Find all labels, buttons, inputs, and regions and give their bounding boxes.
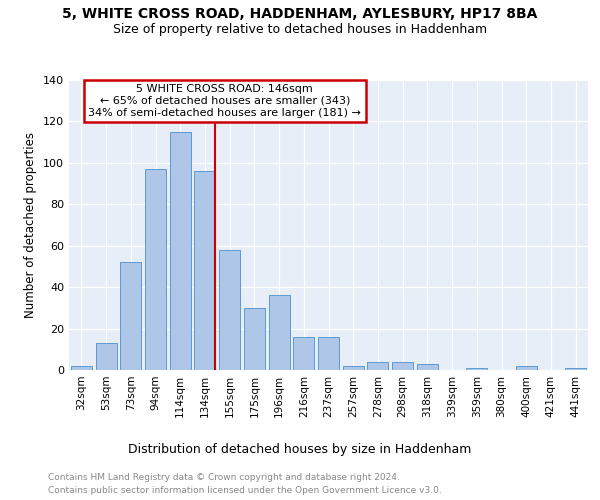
Bar: [170, 132, 191, 370]
Text: Contains public sector information licensed under the Open Government Licence v3: Contains public sector information licen…: [48, 486, 442, 495]
Bar: [466, 368, 487, 370]
Bar: [516, 366, 537, 370]
Bar: [417, 364, 438, 370]
Bar: [71, 366, 92, 370]
Bar: [95, 343, 116, 370]
Bar: [194, 171, 215, 370]
Bar: [145, 169, 166, 370]
Bar: [244, 308, 265, 370]
Text: 5 WHITE CROSS ROAD: 146sqm
← 65% of detached houses are smaller (343)
34% of sem: 5 WHITE CROSS ROAD: 146sqm ← 65% of deta…: [88, 84, 361, 117]
Bar: [343, 366, 364, 370]
Bar: [565, 368, 586, 370]
Bar: [318, 337, 339, 370]
Text: Distribution of detached houses by size in Haddenham: Distribution of detached houses by size …: [128, 442, 472, 456]
Bar: [392, 362, 413, 370]
Text: Contains HM Land Registry data © Crown copyright and database right 2024.: Contains HM Land Registry data © Crown c…: [48, 472, 400, 482]
Bar: [367, 362, 388, 370]
Bar: [269, 296, 290, 370]
Text: 5, WHITE CROSS ROAD, HADDENHAM, AYLESBURY, HP17 8BA: 5, WHITE CROSS ROAD, HADDENHAM, AYLESBUR…: [62, 8, 538, 22]
Bar: [219, 250, 240, 370]
Text: Size of property relative to detached houses in Haddenham: Size of property relative to detached ho…: [113, 22, 487, 36]
Y-axis label: Number of detached properties: Number of detached properties: [25, 132, 37, 318]
Bar: [120, 262, 141, 370]
Bar: [293, 337, 314, 370]
